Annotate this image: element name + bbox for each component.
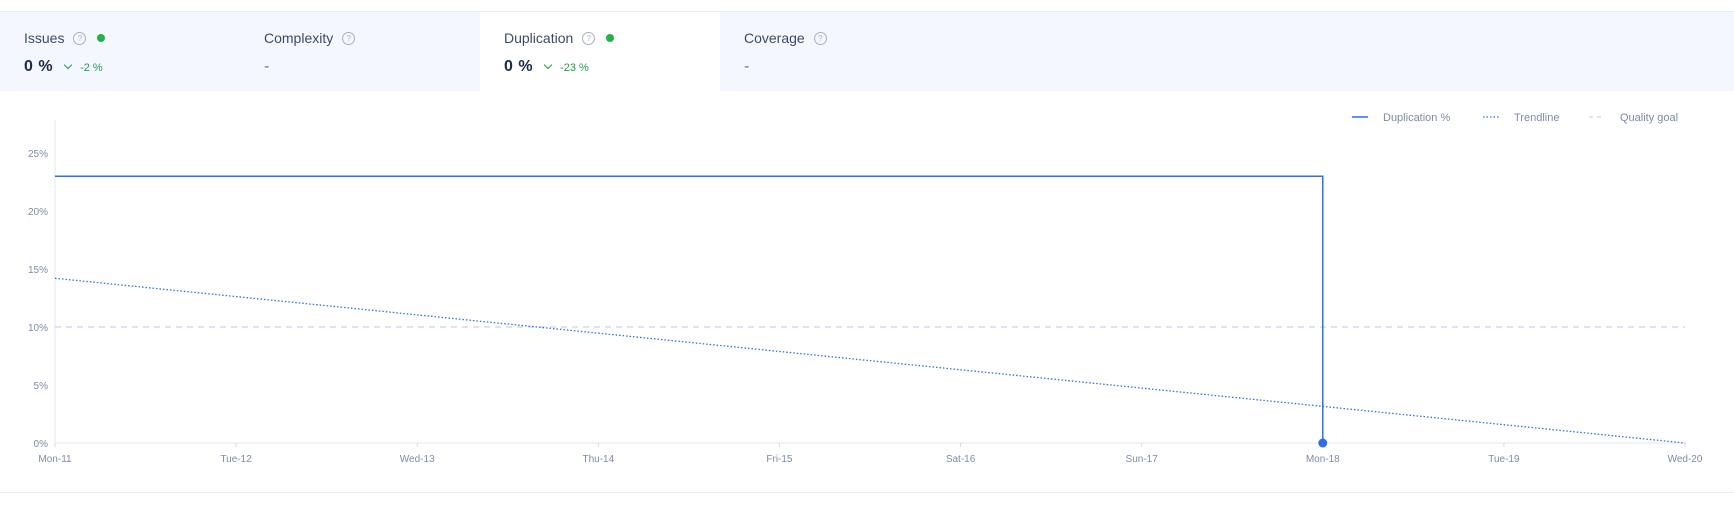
metric-delta: -2 % [80,62,103,74]
duplication-point-marker [1318,438,1328,448]
x-tick-label: Mon-18 [1306,454,1340,465]
metric-duplication[interactable]: Duplication ? 0 % -23 % [480,12,720,91]
x-tick-label: Sat-16 [946,454,976,465]
x-tick-label: Fri-15 [766,454,793,465]
help-icon[interactable]: ? [342,31,356,45]
y-tick-label: 20% [28,207,48,218]
x-tick-label: Wed-13 [400,454,435,465]
metric-delta: -23 % [560,62,589,74]
metric-value: 0 % [24,58,54,75]
help-icon[interactable]: ? [73,31,87,45]
metric-value: - [264,58,270,75]
status-dot-icon [606,34,615,42]
legend-label: Trendline [1514,112,1559,124]
x-tick-label: Sun-17 [1126,454,1159,465]
metric-title: Coverage [744,30,805,46]
metric-complexity[interactable]: Complexity ? - [240,12,480,91]
duplication-chart: 0% 5% 10% 15% 20% 25% Mon-11 Tue-12 Wed-13 Thu-14… [28,112,1703,465]
help-icon[interactable]: ? [813,31,827,45]
chevron-down-icon [543,60,553,70]
legend-label: Quality goal [1620,112,1678,124]
metric-tabs: Issues ? 0 % -2 % Complexity ? - Duplica… [0,12,1734,91]
metric-issues[interactable]: Issues ? 0 % -2 % [0,12,240,91]
metric-coverage[interactable]: Coverage ? - [720,12,960,91]
metric-title: Complexity [264,30,334,46]
y-tick-label: 5% [34,381,49,392]
series-trendline-line [54,277,1686,444]
metric-value: 0 % [504,58,534,75]
legend-label: Duplication % [1383,112,1450,124]
y-tick-label: 0% [34,439,49,450]
x-tick-label: Tue-19 [1488,454,1520,465]
help-icon[interactable]: ? [582,31,596,45]
y-tick-label: 10% [28,323,48,334]
y-tick-label: 15% [28,265,48,276]
chevron-down-icon [63,60,73,70]
y-tick-label: 25% [28,149,48,160]
metric-value: - [744,58,750,75]
status-dot-icon [97,34,106,42]
x-tick-label: Mon-11 [38,454,72,465]
metric-title: Issues [24,30,65,46]
bottom-border [0,492,1734,493]
chart-area: 0% 5% 10% 15% 20% 25% Mon-11 Tue-12 Wed-13 Thu-14… [0,91,1734,493]
top-border [0,11,1734,12]
metric-title: Duplication [504,30,574,46]
series-duplication-line [55,175,1324,443]
x-tick-label: Wed-20 [1668,454,1703,465]
x-tick-label: Thu-14 [582,454,614,465]
x-tick-label: Tue-12 [220,454,252,465]
